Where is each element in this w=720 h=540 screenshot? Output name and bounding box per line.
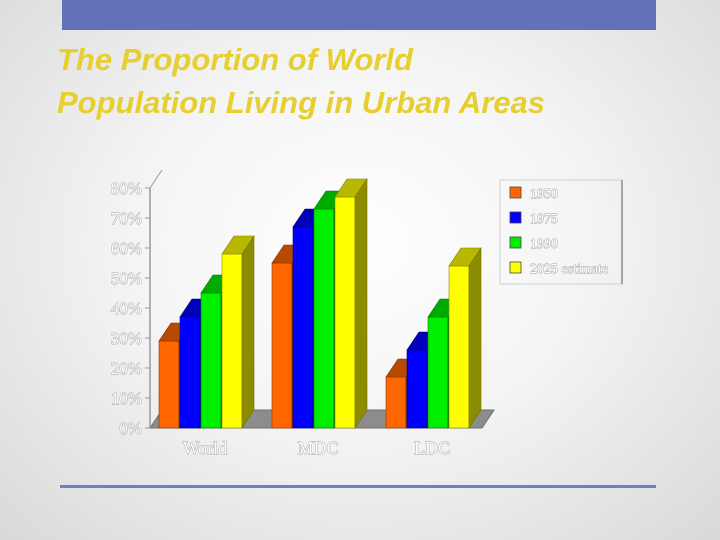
y-tick-label: 50%: [111, 269, 142, 288]
legend-swatch: [509, 186, 522, 199]
y-tick-label: 80%: [111, 179, 142, 198]
y-axis-depth-line: [149, 169, 163, 189]
y-tick-label: 10%: [111, 389, 142, 408]
top-accent-bar: [62, 0, 656, 30]
x-category-label: LDC: [414, 438, 450, 458]
x-category-label: World: [183, 438, 228, 458]
urban-population-chart: 0% 10% 20% 30% 40% 50% 60% 70% 80% World MDC LDC 19…: [110, 169, 623, 458]
y-tick-label: 0%: [119, 419, 142, 438]
legend-swatch: [509, 261, 522, 274]
slide-title: The Proportion of World Population Livin…: [57, 42, 546, 120]
x-category-label: MDC: [297, 438, 338, 458]
y-tick-label: 30%: [111, 329, 142, 348]
legend-label: 2025 estimate: [530, 262, 608, 277]
bottom-rule: [60, 485, 656, 488]
legend-label: 1975: [530, 212, 558, 227]
y-tick-label: 20%: [111, 359, 142, 378]
legend-swatch: [509, 211, 522, 224]
bar-ldc-2025: [448, 247, 482, 429]
legend-label: 1950: [530, 187, 558, 202]
legend-label: 1990: [530, 237, 558, 252]
legend-swatch: [509, 236, 522, 249]
bar-world-2025: [221, 235, 255, 429]
y-tick-label: 70%: [111, 209, 142, 228]
y-tick-label: 60%: [111, 239, 142, 258]
y-tick-label: 40%: [111, 299, 142, 318]
bar-mdc-2025: [334, 178, 368, 429]
